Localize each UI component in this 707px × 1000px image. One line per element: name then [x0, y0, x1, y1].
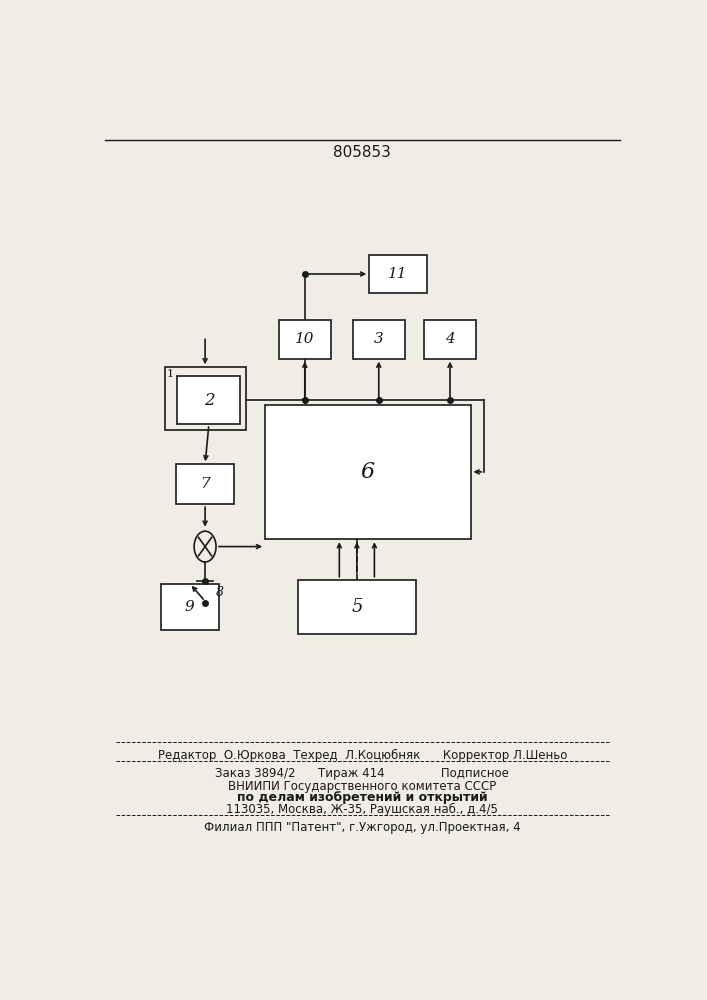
Text: ВНИИПИ Государственного комитета СССР: ВНИИПИ Государственного комитета СССР: [228, 780, 496, 793]
Text: 5: 5: [351, 598, 363, 616]
Text: 805853: 805853: [334, 145, 391, 160]
Text: 113035, Москва, Ж-35, Раушская наб., д.4/5: 113035, Москва, Ж-35, Раушская наб., д.4…: [226, 803, 498, 816]
Text: 6: 6: [361, 461, 375, 483]
Text: 11: 11: [388, 267, 408, 281]
Text: 10: 10: [295, 332, 315, 346]
Bar: [353, 320, 405, 359]
Text: 8: 8: [216, 586, 224, 599]
Bar: [165, 367, 245, 430]
Bar: [177, 376, 240, 424]
Bar: [369, 255, 427, 293]
Text: 9: 9: [185, 600, 194, 614]
Text: Редактор  О.Юркова  Техред  Л.Коцюбняк      Корректор Л.Шеньо: Редактор О.Юркова Техред Л.Коцюбняк Корр…: [158, 749, 567, 762]
Bar: [161, 584, 218, 630]
Bar: [298, 580, 416, 634]
Text: по делам изобретений и открытий: по делам изобретений и открытий: [237, 791, 488, 804]
Bar: [176, 464, 234, 504]
Bar: [424, 320, 476, 359]
Text: 3: 3: [374, 332, 384, 346]
Bar: [279, 320, 331, 359]
Bar: [265, 405, 471, 539]
Text: Филиал ППП "Патент", г.Ужгород, ул.Проектная, 4: Филиал ППП "Патент", г.Ужгород, ул.Проек…: [204, 821, 520, 834]
Text: 4: 4: [445, 332, 455, 346]
Text: 7: 7: [200, 477, 210, 491]
Text: Заказ 3894/2      Тираж 414               Подписное: Заказ 3894/2 Тираж 414 Подписное: [216, 767, 509, 780]
Text: 1: 1: [167, 369, 174, 379]
Text: 2: 2: [204, 392, 214, 409]
